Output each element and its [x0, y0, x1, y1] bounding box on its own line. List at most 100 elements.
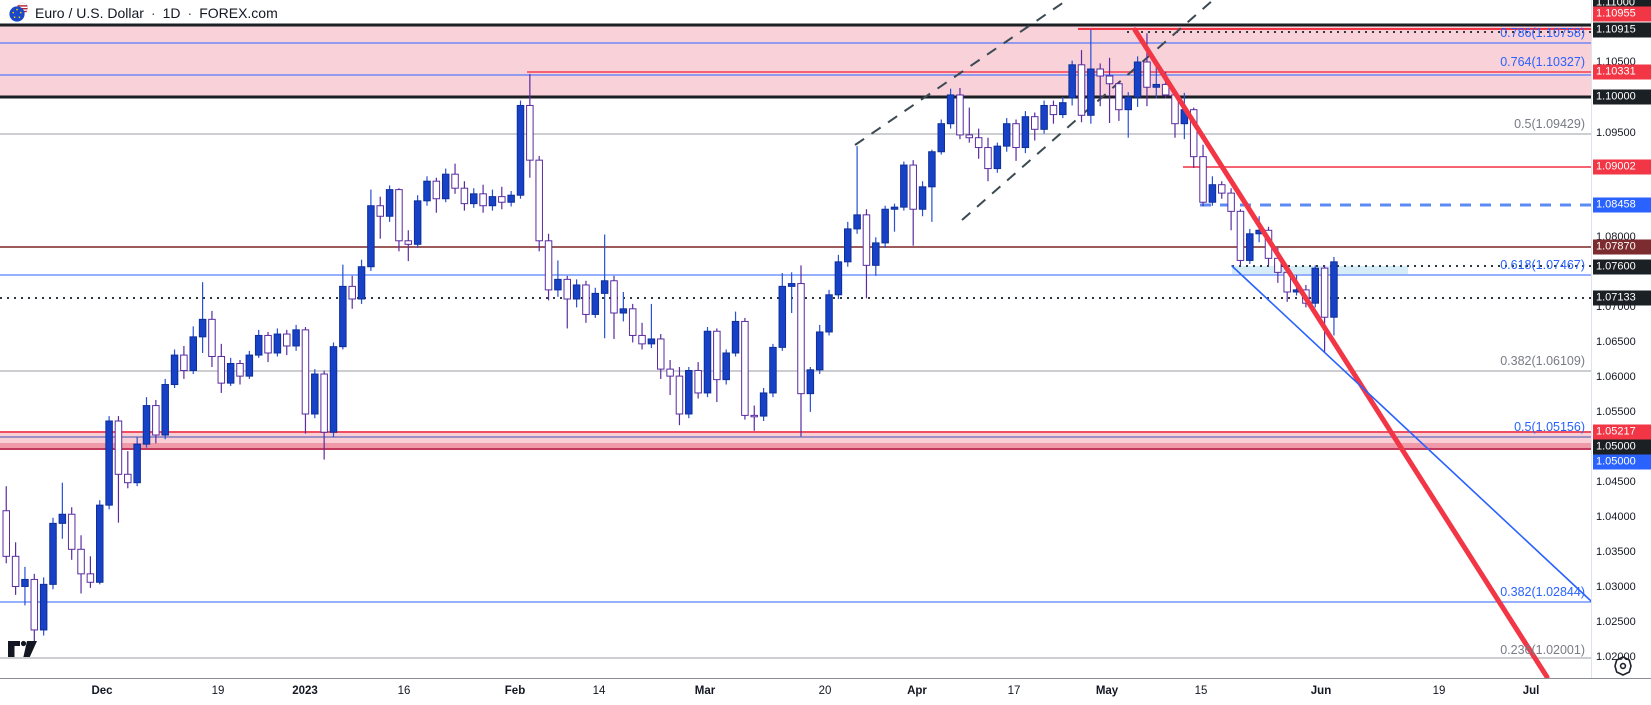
candle[interactable] — [1330, 256, 1338, 336]
candle[interactable] — [460, 181, 469, 211]
candle[interactable] — [96, 500, 104, 585]
candle[interactable] — [956, 87, 964, 140]
candle[interactable] — [1012, 119, 1020, 161]
candle[interactable] — [1059, 97, 1067, 119]
candle[interactable] — [1002, 118, 1011, 152]
price-chart[interactable] — [0, 0, 1591, 678]
candle[interactable] — [937, 119, 945, 155]
candle[interactable] — [245, 350, 254, 379]
candle[interactable] — [759, 388, 768, 421]
candle[interactable] — [516, 100, 525, 199]
candle[interactable] — [329, 342, 338, 438]
candle[interactable] — [722, 349, 730, 385]
candle[interactable] — [572, 279, 581, 308]
candle[interactable] — [628, 303, 637, 343]
candle[interactable] — [114, 416, 123, 523]
candle[interactable] — [675, 367, 684, 426]
candle[interactable] — [1077, 50, 1086, 123]
candle[interactable] — [1040, 100, 1048, 134]
candle[interactable] — [273, 328, 282, 357]
candle[interactable] — [198, 282, 207, 353]
candle[interactable] — [348, 275, 356, 309]
candle[interactable] — [1021, 111, 1030, 154]
candle[interactable] — [778, 273, 787, 351]
candle[interactable] — [731, 311, 740, 357]
candle[interactable] — [385, 185, 394, 222]
candle[interactable] — [367, 189, 375, 271]
candle[interactable] — [750, 405, 758, 431]
candle[interactable] — [49, 517, 57, 590]
candle[interactable] — [170, 349, 179, 389]
candle[interactable] — [1152, 65, 1161, 99]
candle[interactable] — [423, 176, 431, 206]
candle[interactable] — [189, 326, 197, 375]
candle[interactable] — [825, 289, 833, 336]
candle[interactable] — [619, 291, 628, 322]
candle[interactable] — [993, 142, 1002, 173]
candle[interactable] — [881, 205, 889, 248]
candle[interactable] — [806, 367, 815, 412]
candle[interactable] — [815, 324, 824, 375]
candle[interactable] — [946, 88, 955, 129]
candle[interactable] — [1096, 63, 1104, 107]
candle[interactable] — [769, 343, 777, 398]
candle[interactable] — [86, 556, 95, 588]
candle[interactable] — [292, 324, 300, 351]
candle[interactable] — [909, 160, 917, 246]
candle[interactable] — [844, 221, 852, 267]
candle[interactable] — [544, 233, 553, 301]
candle[interactable] — [526, 73, 534, 178]
candle[interactable] — [1311, 265, 1319, 308]
candle[interactable] — [30, 573, 39, 643]
candle[interactable] — [1115, 81, 1123, 121]
candle[interactable] — [713, 328, 721, 403]
candle[interactable] — [890, 203, 899, 232]
candle[interactable] — [638, 322, 646, 350]
candle[interactable] — [974, 128, 983, 159]
candle[interactable] — [872, 237, 880, 276]
candle[interactable] — [918, 181, 927, 217]
candle[interactable] — [133, 437, 141, 487]
candle[interactable] — [311, 369, 319, 419]
candle[interactable] — [1031, 112, 1039, 141]
candle[interactable] — [554, 260, 562, 297]
candle[interactable] — [11, 542, 20, 595]
candle[interactable] — [928, 149, 936, 222]
candle[interactable] — [488, 189, 497, 211]
candle[interactable] — [862, 209, 871, 299]
candle[interactable] — [1049, 100, 1058, 124]
candle[interactable] — [1218, 181, 1226, 199]
candle[interactable] — [657, 334, 665, 379]
candle[interactable] — [610, 275, 618, 339]
candle[interactable] — [1124, 92, 1132, 138]
candle[interactable] — [1208, 176, 1217, 206]
candle[interactable] — [853, 146, 861, 234]
candle[interactable] — [264, 331, 272, 363]
candle[interactable] — [498, 186, 506, 210]
candle[interactable] — [685, 367, 693, 419]
candle[interactable] — [900, 161, 908, 211]
candle[interactable] — [1133, 56, 1142, 107]
cyan-highlight-zone[interactable] — [1232, 266, 1408, 274]
candle[interactable] — [600, 234, 609, 339]
price-axis[interactable]: 1.10500 1.09500 1.08000 1.07000 1.06500 1.060… — [1591, 0, 1651, 678]
candle[interactable] — [226, 357, 235, 386]
candle[interactable] — [984, 137, 992, 182]
candle[interactable] — [395, 188, 403, 252]
candle[interactable] — [413, 195, 422, 248]
settings-icon[interactable] — [1612, 655, 1634, 682]
candle[interactable] — [283, 329, 291, 356]
candle[interactable] — [1236, 209, 1245, 266]
timeframe-label[interactable]: 1D — [162, 4, 181, 21]
candle[interactable] — [21, 566, 29, 606]
candle[interactable] — [1320, 265, 1329, 353]
candle[interactable] — [1199, 144, 1207, 207]
candle[interactable] — [1227, 188, 1235, 231]
candle[interactable] — [1068, 60, 1076, 106]
candle[interactable] — [582, 280, 590, 323]
candle[interactable] — [58, 482, 67, 539]
candle[interactable] — [217, 343, 226, 393]
data-source-label[interactable]: FOREX.com — [199, 4, 278, 21]
rising-channel-upper[interactable] — [854, 0, 1068, 146]
candle[interactable] — [741, 317, 749, 420]
